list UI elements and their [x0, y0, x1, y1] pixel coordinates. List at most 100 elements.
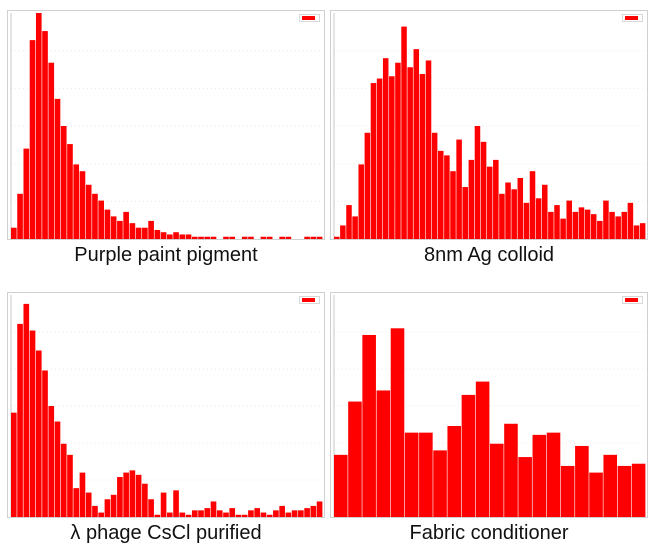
histogram-bar: [60, 443, 67, 517]
histogram-bar: [123, 472, 129, 517]
histogram-bar: [73, 488, 80, 517]
histogram-bar: [279, 236, 285, 239]
histogram-bar: [142, 227, 148, 239]
histogram-bar: [566, 200, 572, 239]
histogram-bar: [248, 236, 254, 239]
histogram-bar: [518, 457, 532, 517]
histogram-bar: [438, 150, 444, 239]
histogram-bar: [73, 164, 80, 239]
histogram-bar: [266, 236, 273, 239]
histogram-bar: [639, 223, 646, 239]
histogram-bar: [60, 126, 67, 239]
histogram-bar: [154, 229, 161, 239]
plot-area-4: [330, 292, 648, 518]
histogram-bar: [413, 49, 420, 239]
histogram-bar: [542, 184, 548, 239]
histogram-bar: [621, 211, 628, 239]
histogram-bar: [532, 434, 547, 517]
histogram-bar: [310, 505, 317, 517]
histogram-bar: [204, 236, 211, 239]
histogram-bar: [67, 144, 73, 239]
chart-panel-3: λ phage CsCl purified: [7, 292, 325, 548]
histogram-bar: [572, 211, 579, 239]
histogram-bar: [273, 510, 279, 517]
histogram-bar: [179, 234, 186, 239]
histogram-bar: [609, 211, 615, 239]
histogram-bar: [17, 193, 23, 239]
histogram-bar: [474, 126, 481, 239]
histogram-bar: [229, 508, 236, 517]
histogram-bar: [370, 83, 377, 239]
histogram-bar: [98, 200, 104, 239]
histogram-bar: [505, 182, 511, 239]
histogram-bar: [148, 220, 154, 239]
legend-swatch-3: [302, 298, 315, 302]
histogram-2: [333, 13, 646, 239]
histogram-bar: [48, 62, 55, 239]
histogram-bar: [241, 514, 248, 517]
histogram-bar: [17, 323, 23, 517]
histogram-bar: [235, 514, 242, 517]
histogram-bar: [185, 234, 192, 239]
histogram-bar: [603, 454, 618, 517]
histogram-bar: [266, 514, 273, 517]
legend-1: [299, 14, 320, 22]
histogram-bar: [129, 470, 136, 517]
histogram-bar: [468, 159, 475, 239]
histogram-bar: [456, 139, 462, 239]
histogram-bar: [260, 236, 267, 239]
histogram-bar: [560, 218, 566, 239]
histogram-bar: [389, 76, 395, 239]
legend-3: [299, 296, 320, 304]
histogram-bar: [419, 74, 426, 239]
histogram-bar: [597, 220, 603, 239]
histogram-bar: [198, 236, 204, 239]
histogram-bar: [173, 232, 179, 239]
histogram-bar: [123, 211, 129, 239]
histogram-bar: [523, 202, 530, 239]
histogram-bar: [223, 512, 229, 517]
histogram-bar: [210, 501, 217, 517]
histogram-bar: [229, 236, 236, 239]
histogram-bar: [160, 232, 167, 239]
histogram-bar: [407, 67, 413, 239]
histogram-bar: [167, 234, 173, 239]
chart-panel-2: 8nm Ag colloid: [330, 10, 648, 272]
histogram-bar: [35, 13, 42, 239]
histogram-bar: [23, 148, 30, 239]
histogram-bar: [191, 236, 198, 239]
histogram-bar: [390, 328, 405, 517]
plot-area-3: [7, 292, 325, 518]
histogram-bar: [590, 214, 597, 239]
histogram-bar: [631, 463, 646, 517]
histogram-bar: [480, 141, 487, 239]
histogram-bar: [546, 432, 561, 517]
histogram-bar: [298, 510, 304, 517]
histogram-bar: [216, 510, 223, 517]
histogram-bar: [316, 501, 323, 517]
histogram-bar: [575, 445, 589, 517]
histogram-bar: [450, 171, 456, 239]
histogram-bar: [376, 390, 391, 517]
histogram-bar: [248, 510, 254, 517]
histogram-bar: [316, 236, 323, 239]
histogram-bar: [352, 216, 358, 239]
histogram-bar: [447, 425, 462, 517]
histogram-bar: [425, 60, 432, 239]
histogram-bar: [117, 220, 123, 239]
histogram-bar: [511, 189, 517, 239]
histogram-bar: [223, 236, 229, 239]
histogram-bar: [285, 512, 292, 517]
histogram-bar: [334, 454, 348, 517]
histogram-bar: [362, 334, 376, 517]
histogram-bar: [279, 505, 285, 517]
histogram-1: [10, 13, 323, 239]
histogram-bar: [11, 412, 17, 517]
histogram-bar: [173, 490, 179, 517]
histogram-bar: [185, 514, 192, 517]
histogram-bar: [85, 184, 92, 239]
histogram-3: [10, 295, 323, 517]
histogram-bar: [160, 492, 167, 517]
histogram-bar: [348, 401, 362, 517]
histogram-bar: [79, 171, 86, 239]
